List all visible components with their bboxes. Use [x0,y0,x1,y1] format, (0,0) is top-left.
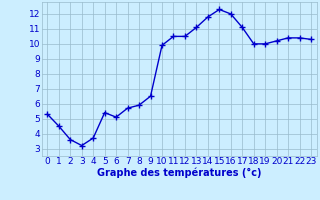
X-axis label: Graphe des températures (°c): Graphe des températures (°c) [97,168,261,178]
